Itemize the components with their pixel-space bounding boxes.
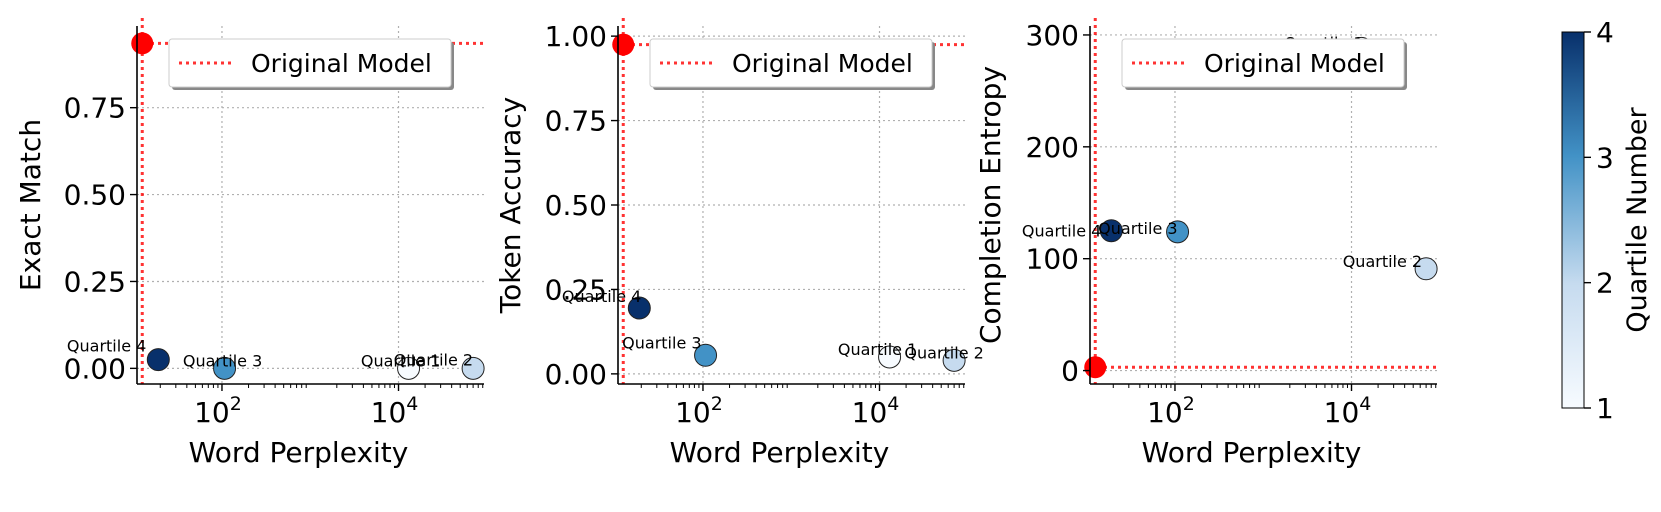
scatter-point-quartile-4: [146, 348, 170, 372]
point-label-quartile-2: Quartile 2: [1343, 252, 1422, 271]
point-label-quartile-4: Quartile 4: [1022, 222, 1101, 241]
x-tick-label: 104: [1324, 393, 1372, 429]
colorbar-tick-label: 1: [1596, 392, 1614, 425]
x-tick-label: 104: [371, 393, 419, 429]
legend-label: Original Model: [251, 49, 432, 78]
y-tick-label: 200: [1026, 131, 1079, 164]
point-label-quartile-3: Quartile 3: [1098, 219, 1177, 238]
y-axis-label: Completion Entropy: [974, 66, 1007, 344]
point-label-quartile-3: Quartile 3: [622, 333, 701, 352]
legend: Original Model: [649, 38, 935, 90]
x-tick-label: 102: [675, 393, 723, 429]
x-tick-label: 104: [852, 393, 900, 429]
legend-box: [168, 38, 452, 88]
scatter-point-quartile-1: [397, 356, 421, 380]
colorbar-gradient: [1561, 31, 1585, 409]
y-tick-label: 0.00: [545, 358, 607, 391]
scatter-point-quartile-4: [627, 296, 651, 320]
y-tick-label: 0.25: [545, 273, 607, 306]
y-tick-label: 0.50: [64, 179, 126, 212]
x-tick-label: 102: [194, 393, 242, 429]
scatter-point-quartile-3: [213, 356, 237, 380]
legend: Original Model: [168, 38, 454, 90]
y-tick-label: 0.75: [545, 105, 607, 138]
legend-box: [649, 38, 933, 88]
y-tick-label: 300: [1026, 19, 1079, 52]
colorbar-label: Quartile Number: [1622, 106, 1653, 332]
legend-label: Original Model: [1204, 49, 1385, 78]
original-model-point: [612, 33, 635, 56]
point-label-quartile-1: Quartile 1: [838, 340, 917, 359]
y-tick-label: 0.75: [64, 92, 126, 125]
y-tick-label: 0: [1061, 355, 1079, 388]
point-label-quartile-4: Quartile 4: [562, 287, 641, 306]
legend-box: [1121, 38, 1405, 88]
scatter-point-quartile-2: [942, 348, 966, 372]
point-label-quartile-2: Quartile 2: [904, 343, 983, 362]
point-label-quartile-2: Quartile 2: [394, 350, 473, 369]
colorbar: 1 2 3 4 Quartile Number: [1561, 16, 1653, 425]
scatter-point-quartile-2: [461, 356, 485, 380]
colorbar-tick-label: 3: [1596, 141, 1614, 174]
legend-label: Original Model: [732, 49, 913, 78]
legend: Original Model: [1121, 38, 1407, 90]
original-model-point: [1084, 356, 1107, 379]
point-label-quartile-4: Quartile 4: [67, 337, 146, 356]
y-axis-label: Token Accuracy: [494, 97, 527, 314]
x-tick-label: 102: [1147, 393, 1195, 429]
y-tick-label: 0.25: [64, 265, 126, 298]
y-tick-label: 0.00: [64, 352, 126, 385]
x-axis-label: Word Perplexity: [670, 436, 890, 469]
original-model-point: [131, 32, 154, 55]
colorbar-tick-label: 2: [1596, 267, 1614, 300]
scatter-point-quartile-4: [1099, 219, 1123, 243]
y-tick-label: 100: [1026, 243, 1079, 276]
point-label-quartile-1: Quartile 1: [361, 351, 440, 370]
scatter-point-quartile-3: [1166, 220, 1190, 244]
y-tick-label: 1.00: [545, 20, 607, 53]
y-axis-label: Exact Match: [14, 119, 47, 291]
scatter-point-quartile-3: [694, 343, 718, 367]
point-label-quartile-3: Quartile 3: [183, 351, 262, 370]
y-tick-label: 0.50: [545, 189, 607, 222]
scatter-point-quartile-2: [1414, 257, 1438, 281]
colorbar-tick-label: 4: [1596, 16, 1614, 49]
x-axis-label: Word Perplexity: [1142, 436, 1362, 469]
x-axis-label: Word Perplexity: [189, 436, 409, 469]
scatter-point-quartile-1: [878, 345, 902, 369]
